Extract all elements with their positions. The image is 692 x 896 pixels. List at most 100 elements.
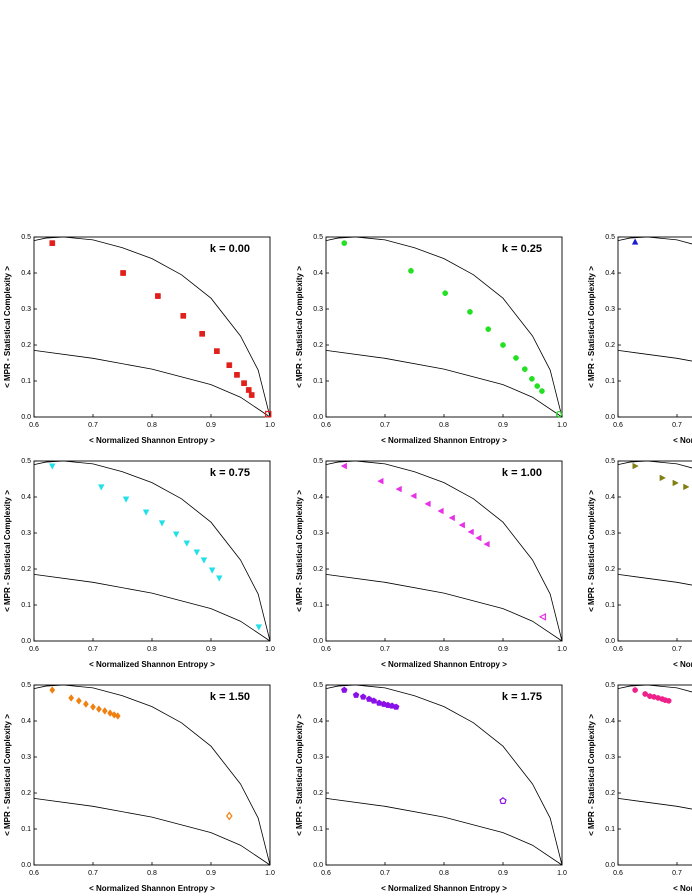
data-point [83, 700, 89, 708]
data-point [365, 695, 373, 702]
panel: 0.0 0.1 0.2 0.3 0.4 0.5 0.6 0.7 0.8 0.9 1.0 k = 1.7… [295, 682, 567, 893]
data-point [68, 694, 75, 702]
data-point [410, 492, 417, 500]
y-tick-label: 0.5 [605, 458, 615, 465]
panel: 0.0 0.1 0.2 0.3 0.4 0.5 0.6 0.7 < Normalized Sha… [587, 234, 692, 445]
y-tick-label: 0.3 [313, 530, 323, 537]
y-axis-label: < MPR - Statistical Complexity > [3, 490, 12, 612]
x-tick-label: 0.6 [29, 870, 39, 877]
data-point [458, 521, 465, 529]
data-point [499, 797, 507, 805]
data-point [225, 811, 233, 821]
data-point [199, 330, 205, 337]
panel-title: k = 0.75 [210, 467, 250, 479]
data-point [49, 463, 56, 470]
x-axis-label: < Normalized Shannon Entropy > [381, 884, 507, 893]
bound-curve [33, 236, 271, 418]
data-point [155, 293, 161, 299]
plot-frame [325, 684, 563, 866]
y-tick-label: 0.2 [313, 566, 323, 573]
data-point [183, 540, 191, 547]
panel-title: k = 0.25 [502, 243, 542, 255]
x-tick-label: 0.6 [29, 646, 39, 653]
x-tick-label: 0.8 [439, 870, 449, 877]
data-point [234, 372, 240, 378]
x-axis-label: < Normalized Shannon Entropy > [89, 660, 215, 669]
y-tick-label: 0.4 [313, 270, 323, 277]
x-tick-label: 0.7 [380, 422, 390, 429]
panel-title: k = 1.75 [502, 691, 542, 703]
y-tick-label: 0.4 [313, 494, 323, 501]
x-tick-label: 1.0 [557, 422, 567, 429]
data-point [529, 376, 535, 382]
x-axis-label: < Normalized Shannon Entropy > [89, 436, 215, 445]
panel: 0.0 0.1 0.2 0.3 0.4 0.5 0.6 0.7 0.8 0.9 1.0 k = 1.5… [3, 682, 275, 893]
data-point [341, 686, 348, 693]
bound-curve [325, 684, 563, 866]
panel-title: k = 0.00 [210, 243, 250, 255]
data-point [513, 355, 519, 361]
plot-frame [33, 236, 271, 418]
y-tick-label: 0.1 [21, 602, 31, 609]
x-tick-label: 0.9 [206, 646, 216, 653]
data-point [408, 268, 414, 274]
y-tick-label: 0.4 [605, 270, 615, 277]
data-point [200, 557, 208, 564]
data-point [475, 534, 482, 542]
data-point [642, 691, 648, 697]
plot-frame [617, 684, 692, 866]
data-point [97, 484, 105, 491]
x-tick-label: 1.0 [557, 870, 567, 877]
data-point [107, 709, 114, 717]
y-tick-label: 0.5 [313, 234, 323, 241]
data-point [265, 410, 272, 418]
x-tick-label: 0.9 [498, 646, 508, 653]
y-axis-label: < MPR - Statistical Complexity > [295, 490, 304, 612]
data-point [659, 474, 666, 482]
data-point [370, 697, 378, 704]
data-point [142, 509, 150, 516]
x-tick-label: 1.0 [265, 870, 275, 877]
data-point [665, 698, 672, 704]
data-point [442, 290, 449, 296]
y-tick-label: 0.2 [313, 790, 323, 797]
panel: 0.0 0.1 0.2 0.3 0.4 0.5 0.6 0.7 0.8 0.9 1.0 k = 0.7… [3, 458, 275, 669]
data-point [158, 520, 166, 527]
bound-curve [325, 350, 563, 418]
data-point [49, 240, 56, 246]
data-point [632, 687, 638, 693]
x-tick-label: 1.0 [265, 646, 275, 653]
data-point [114, 712, 121, 720]
x-tick-label: 0.7 [672, 870, 682, 877]
bound-curve [325, 460, 563, 642]
data-point [485, 326, 492, 332]
data-point [245, 387, 252, 393]
x-tick-label: 0.8 [147, 646, 157, 653]
panel: 0.0 0.1 0.2 0.3 0.4 0.5 0.6 0.7 < Normalized Sha… [587, 458, 692, 669]
y-tick-label: 0.0 [21, 414, 31, 421]
data-point [500, 342, 506, 348]
x-tick-label: 0.9 [206, 422, 216, 429]
plot-frame [617, 460, 692, 642]
y-tick-label: 0.5 [313, 458, 323, 465]
x-tick-label: 0.8 [439, 646, 449, 653]
y-tick-label: 0.5 [605, 682, 615, 689]
data-point [683, 483, 690, 491]
panel: 0.0 0.1 0.2 0.3 0.4 0.5 0.6 0.7 0.8 0.9 1.0 k = 0.0… [3, 234, 275, 445]
x-tick-label: 0.7 [88, 870, 98, 877]
y-tick-label: 0.0 [313, 638, 323, 645]
panel: 0.0 0.1 0.2 0.3 0.4 0.5 0.6 0.7 < Normalized Sha… [587, 682, 692, 893]
y-tick-label: 0.3 [313, 754, 323, 761]
x-tick-label: 0.8 [147, 422, 157, 429]
x-tick-label: 0.6 [321, 870, 331, 877]
data-point [341, 240, 348, 246]
y-tick-label: 0.4 [21, 494, 31, 501]
x-axis-label: < Normalized Shannon Entropy > [673, 436, 692, 445]
y-tick-label: 0.1 [21, 826, 31, 833]
x-tick-label: 0.9 [206, 870, 216, 877]
data-point [241, 380, 247, 387]
x-tick-label: 0.7 [88, 422, 98, 429]
bound-curve [325, 798, 563, 866]
